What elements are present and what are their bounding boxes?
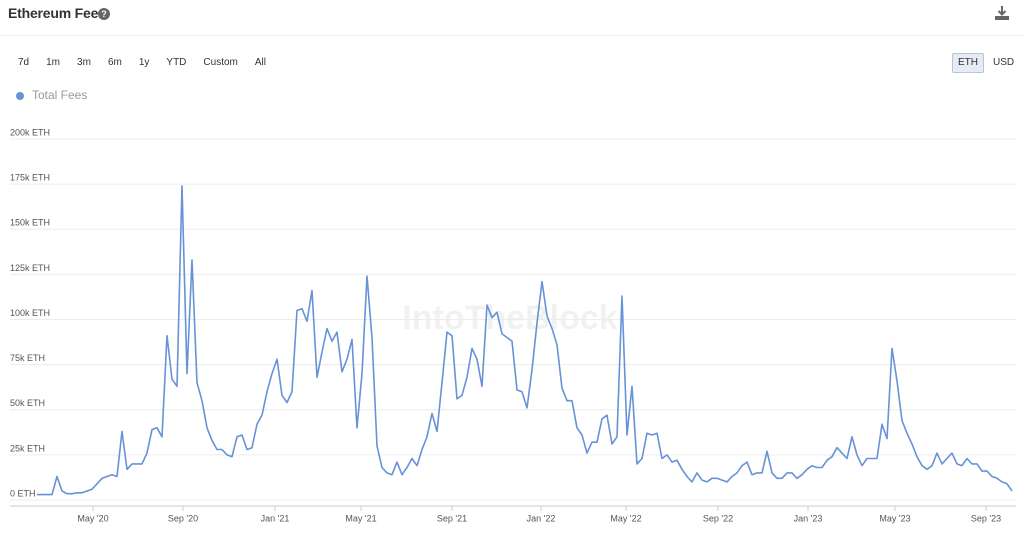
x-tick-label: Sep '22 [703, 513, 733, 523]
button[interactable]: All [254, 57, 266, 68]
button[interactable]: USD [993, 57, 1015, 68]
y-tick-label: 25k ETH [10, 443, 45, 453]
y-tick-label: 75k ETH [10, 353, 45, 363]
x-tick-label: Jan '21 [261, 513, 290, 523]
separator [0, 35, 1024, 36]
button[interactable]: 7d [18, 57, 30, 68]
button[interactable]: 3m [77, 57, 91, 68]
line [37, 185, 1013, 496]
button[interactable]: 1y [138, 57, 150, 68]
x-tick-label: Sep '20 [168, 513, 198, 523]
help-icon[interactable]: ? [98, 8, 110, 20]
button[interactable]: YTD [166, 57, 187, 68]
download-icon[interactable] [994, 5, 1010, 21]
x-tick-label: Sep '23 [971, 513, 1001, 523]
y-tick-label: 100k ETH [10, 308, 50, 318]
x-tick-label: May '20 [77, 513, 108, 523]
y-tick-label: 0 ETH [10, 488, 36, 498]
y-tick-label: 125k ETH [10, 263, 50, 273]
legend-label: Total Fees [32, 88, 87, 102]
button[interactable]: 6m [107, 57, 122, 68]
x-tick-label: May '22 [610, 513, 641, 523]
x-tick-label: May '21 [345, 513, 376, 523]
watermark: IntoTheBlock [402, 299, 617, 337]
y-tick-label: 50k ETH [10, 398, 45, 408]
x-tick-label: Jan '22 [527, 513, 556, 523]
y-tick-label: 150k ETH [10, 218, 50, 228]
y-tick-label: 175k ETH [10, 173, 50, 183]
y-tick-label: 200k ETH [10, 127, 50, 137]
unit-buttons: ETH USD [952, 53, 1020, 73]
legend-marker [16, 92, 24, 100]
page-title: Ethereum Fees [8, 5, 106, 21]
x-tick-label: May '23 [879, 513, 910, 523]
x-tick-label: Sep '21 [437, 513, 467, 523]
range-buttons: 7d 1m 3m 6m 1y YTD Custom All [12, 53, 272, 73]
button[interactable]: 1m [46, 57, 61, 68]
button[interactable]: Custom [203, 57, 238, 68]
x-tick-label: Jan '23 [794, 513, 823, 523]
button[interactable]: ETH [952, 53, 984, 73]
